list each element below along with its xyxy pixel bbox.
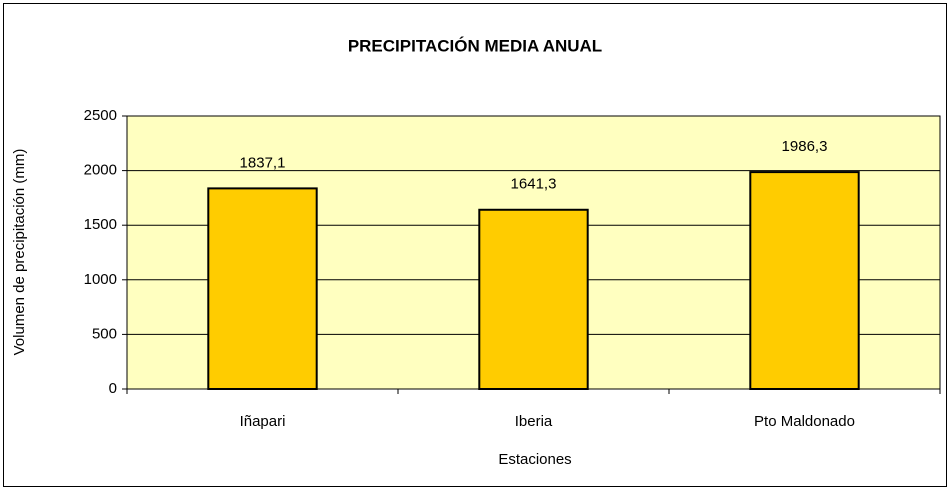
y-axis-label: Volumen de precipitación (mm) (11, 149, 28, 356)
y-tick-label: 2000 (84, 162, 117, 179)
data-label: 1986,3 (782, 138, 828, 155)
x-tick-label: Iberia (515, 413, 553, 430)
data-label: 1837,1 (240, 154, 286, 171)
y-tick-label: 1000 (84, 271, 117, 288)
x-tick-label: Pto Maldonado (754, 413, 855, 430)
y-tick-label: 2500 (84, 107, 117, 124)
y-tick-label: 1500 (84, 216, 117, 233)
y-tick-label: 500 (92, 325, 117, 342)
bar (749, 171, 860, 390)
chart-title: PRECIPITACIÓN MEDIA ANUAL (348, 36, 602, 55)
x-tick-label: Iñapari (240, 413, 286, 430)
bar (207, 187, 318, 390)
x-axis-label: Estaciones (498, 451, 571, 468)
data-label: 1641,3 (511, 176, 557, 193)
y-tick-label: 0 (109, 380, 117, 397)
bar (478, 208, 589, 390)
